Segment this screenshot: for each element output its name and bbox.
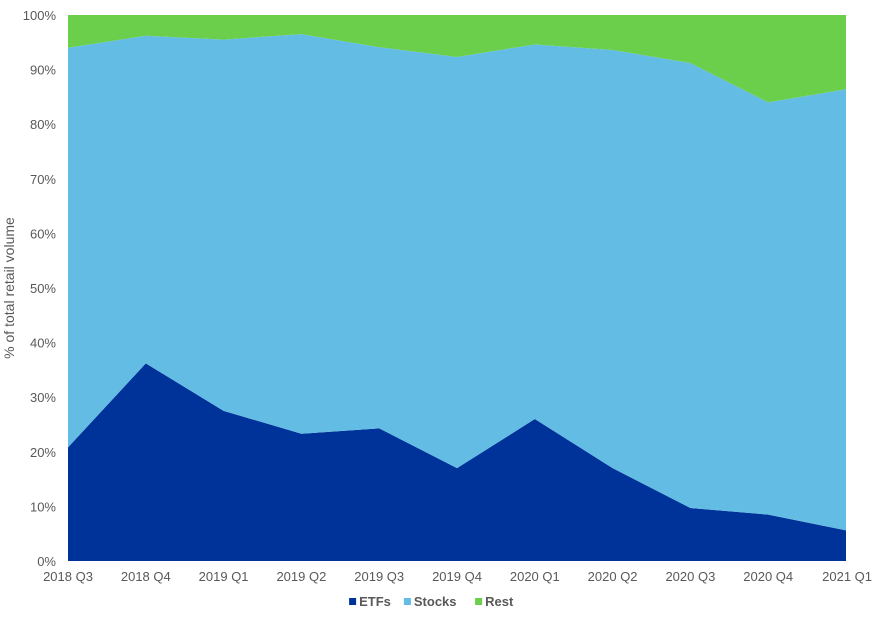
legend: ETFs Stocks Rest [349,594,514,609]
x-tick-label: 2020 Q1 [510,569,560,584]
series-areas [68,15,846,561]
x-tick-label: 2021 Q1 [822,569,872,584]
legend-swatch-etfs [349,598,357,605]
y-tick-label: 50% [30,281,56,296]
legend-swatch-rest [475,598,483,605]
y-tick-label: 100% [23,8,57,23]
x-tick-label: 2020 Q2 [588,569,638,584]
y-tick-label: 0% [37,554,56,569]
x-tick-label: 2019 Q3 [354,569,404,584]
y-tick-label: 10% [30,499,56,514]
x-tick-label: 2019 Q4 [432,569,482,584]
x-tick-label: 2019 Q2 [276,569,326,584]
y-axis-ticks: 0% 10% 20% 30% 40% 50% 60% 70% 80% 90% 100% [23,8,57,569]
x-tick-label: 2019 Q1 [199,569,249,584]
legend-label-rest: Rest [485,594,514,609]
area-etfs [68,363,846,561]
y-tick-label: 90% [30,63,56,78]
y-tick-label: 80% [30,117,56,132]
x-tick-label: 2018 Q4 [121,569,171,584]
x-tick-label: 2020 Q4 [743,569,793,584]
y-tick-label: 70% [30,172,56,187]
y-axis-title: % of total retail volume [1,217,17,359]
area-rest [68,15,846,103]
y-tick-label: 20% [30,445,56,460]
x-tick-label: 2018 Q3 [43,569,93,584]
x-tick-label: 2020 Q3 [665,569,715,584]
x-axis-ticks: 2018 Q3 2018 Q4 2019 Q1 2019 Q2 2019 Q3 2019 … [43,569,872,584]
legend-label-stocks: Stocks [414,594,457,609]
y-tick-label: 40% [30,336,56,351]
legend-swatch-stocks [403,598,411,605]
y-tick-label: 60% [30,226,56,241]
legend-label-etfs: ETFs [359,594,391,609]
y-tick-label: 30% [30,390,56,405]
area-stocks [68,34,846,531]
